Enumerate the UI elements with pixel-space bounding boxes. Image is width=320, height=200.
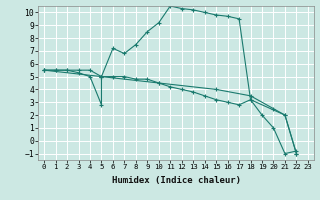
X-axis label: Humidex (Indice chaleur): Humidex (Indice chaleur) [111,176,241,185]
